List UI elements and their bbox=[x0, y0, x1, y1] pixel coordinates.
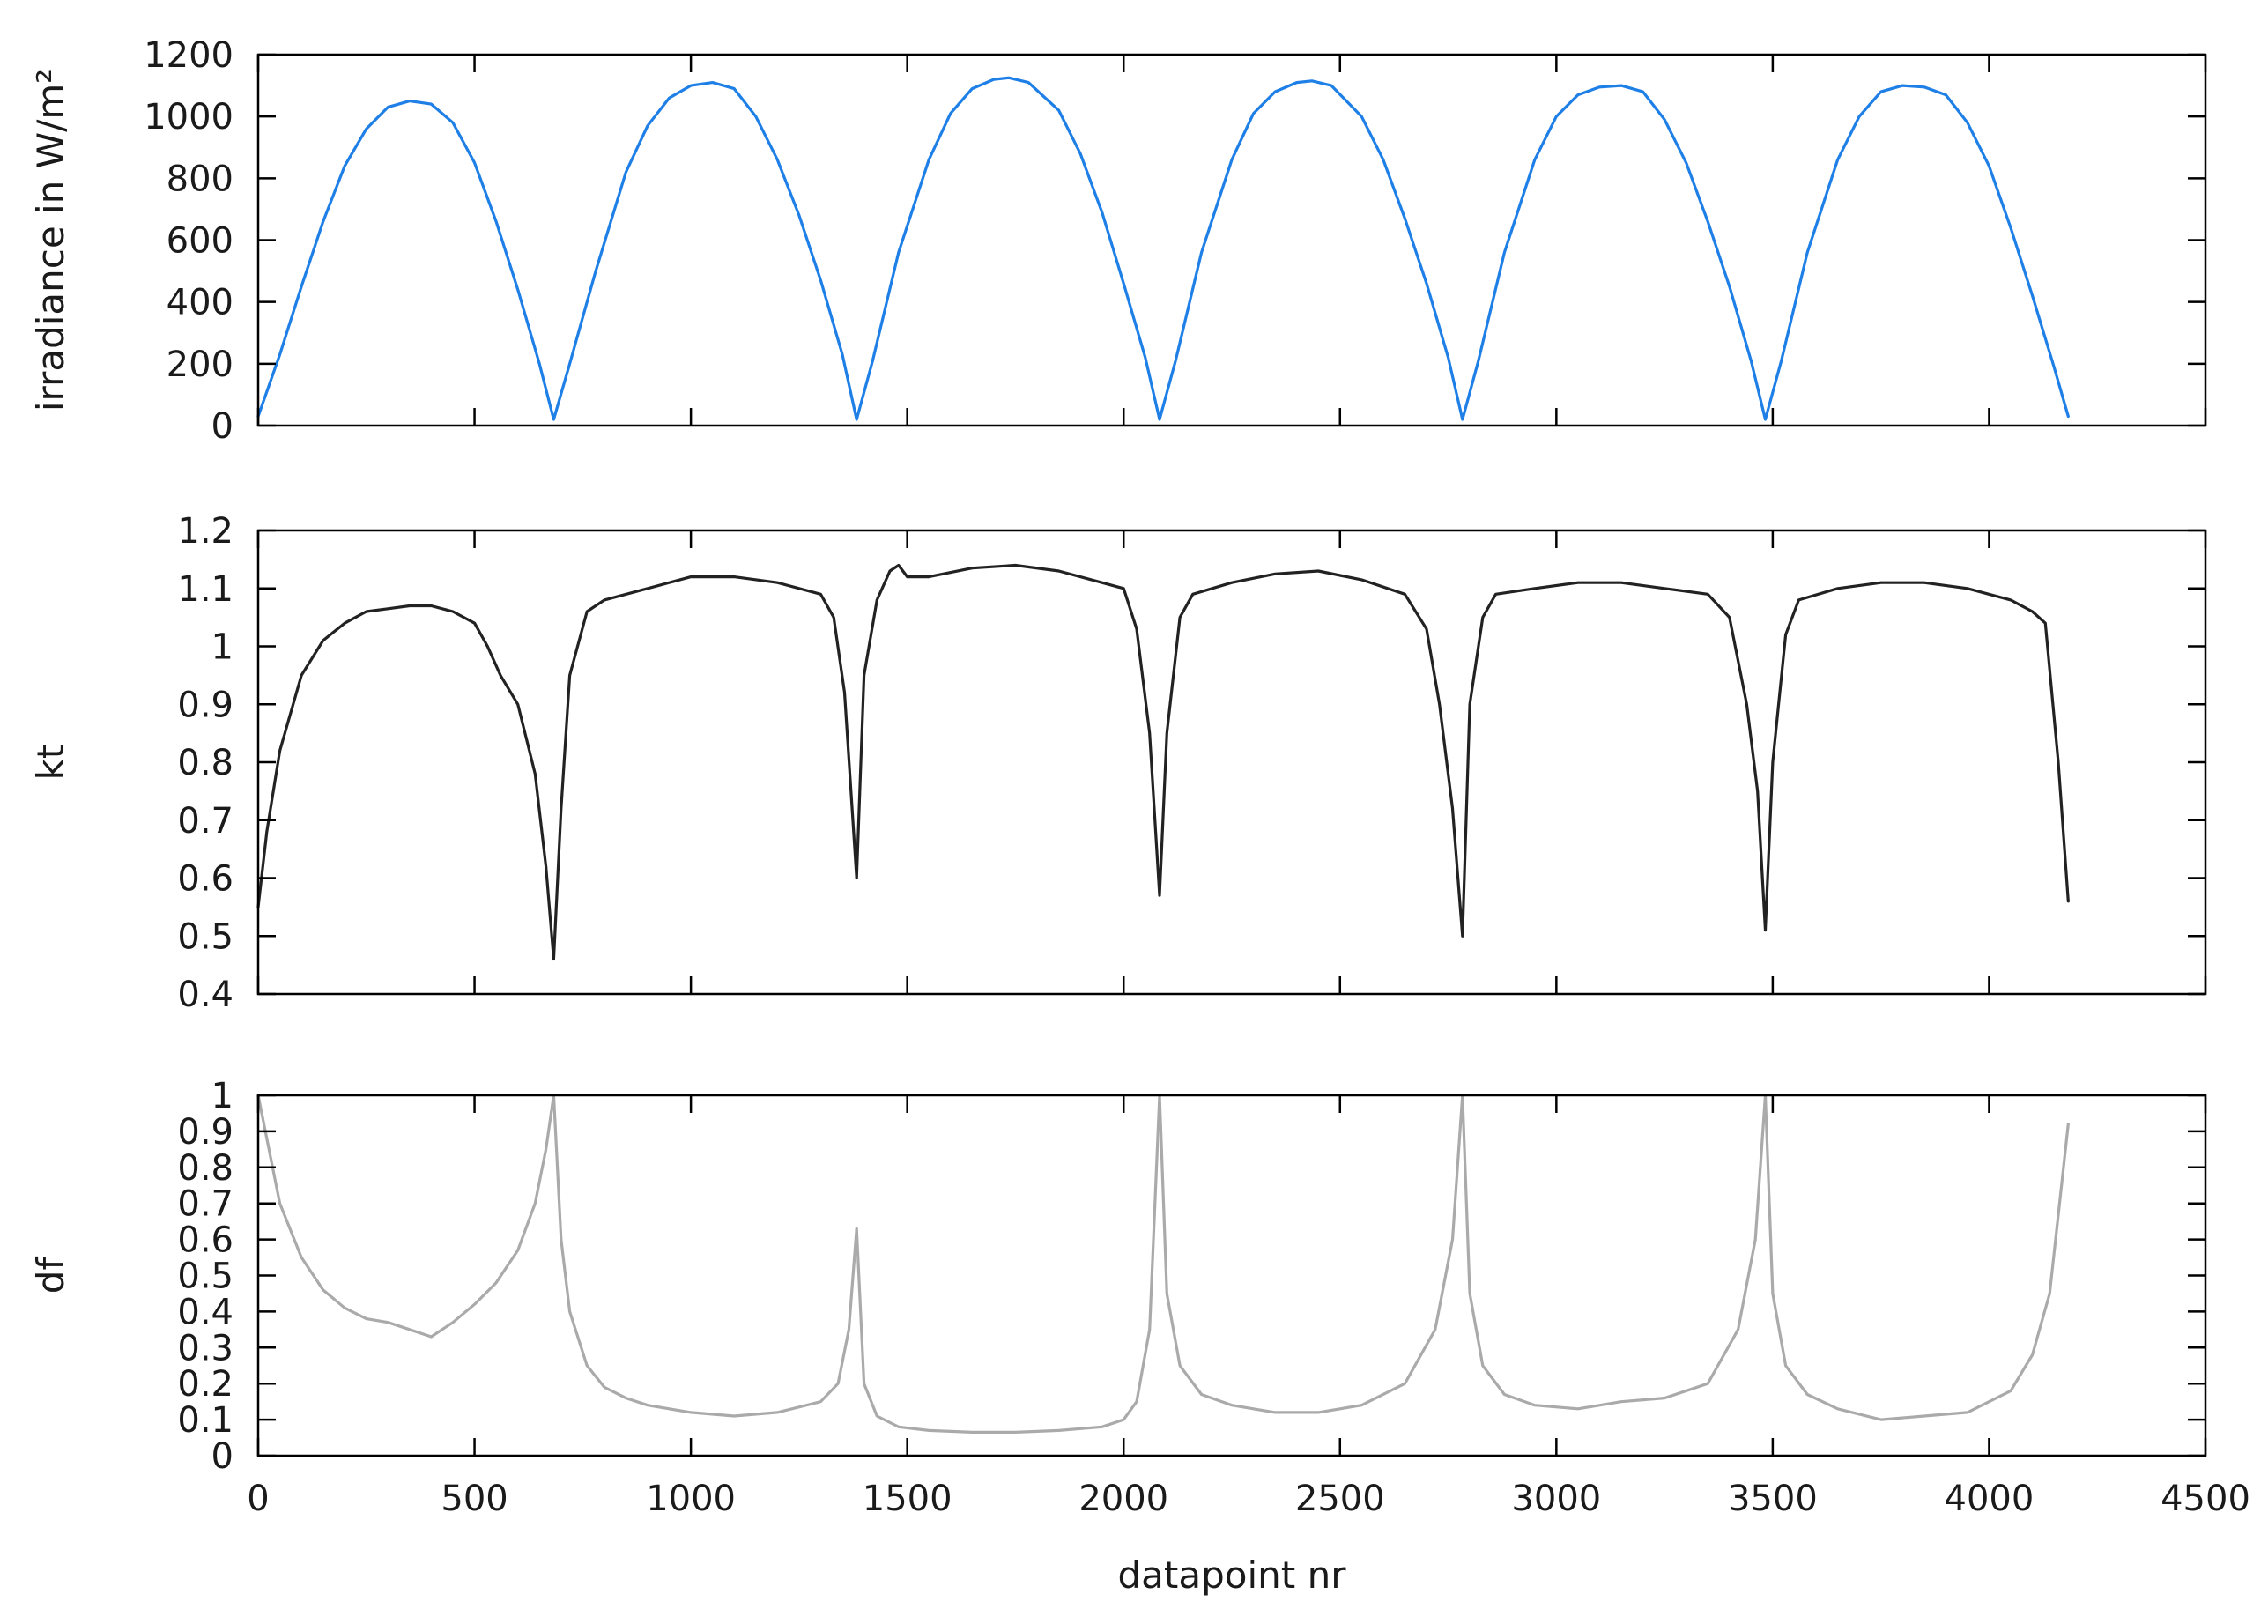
series-line bbox=[256, 563, 2070, 961]
y-tick-label: 1000 bbox=[144, 97, 233, 137]
x-axis-label: datapoint nr bbox=[1118, 1554, 1347, 1597]
y-tick-label: 0.4 bbox=[177, 1292, 233, 1332]
y-tick-label: 0.7 bbox=[177, 801, 233, 842]
y-tick-label: 0.2 bbox=[177, 1364, 233, 1405]
irradiance-panel: 0 200 400 600 800 1000 1200 irradiance in W/m² bbox=[29, 35, 2207, 447]
y-tick-label: 200 bbox=[167, 345, 233, 385]
x-tick-label: 4000 bbox=[1945, 1479, 2035, 1519]
y-tick-label: 0.9 bbox=[177, 685, 233, 725]
x-tick-label: 3000 bbox=[1511, 1479, 1601, 1519]
x-tick-label: 500 bbox=[441, 1479, 508, 1519]
x-tick-label: 4500 bbox=[2161, 1479, 2250, 1519]
y-axis-label: df bbox=[29, 1257, 72, 1294]
y-tick-label: 0.5 bbox=[177, 916, 233, 957]
y-tick-label: 0 bbox=[211, 1436, 233, 1477]
y-tick-label: 0.4 bbox=[177, 975, 233, 1015]
x-tick-label: 2000 bbox=[1078, 1479, 1168, 1519]
y-tick-label: 0.6 bbox=[177, 1220, 233, 1261]
y-tick-label: 600 bbox=[167, 221, 233, 262]
series-line bbox=[256, 76, 2070, 421]
kt-panel: 0.4 0.5 0.6 0.7 0.8 0.9 1 1.1 1.2 kt bbox=[29, 511, 2207, 1015]
x-tick-label: 3500 bbox=[1728, 1479, 1818, 1519]
y-tick-label: 0.9 bbox=[177, 1112, 233, 1153]
y-tick-label: 0.5 bbox=[177, 1257, 233, 1297]
y-tick-label: 800 bbox=[167, 159, 233, 199]
y-axis-label: kt bbox=[29, 745, 72, 781]
x-tick-label: 1000 bbox=[646, 1479, 736, 1519]
y-tick-label: 1 bbox=[211, 1076, 233, 1116]
df-panel: 00.10.20.30.40.50.60.70.80.910 500 1000 150… bbox=[29, 1076, 2250, 1597]
x-tick-label: 0 bbox=[247, 1479, 269, 1519]
y-tick-label: 0.8 bbox=[177, 743, 233, 783]
y-tick-label: 1200 bbox=[144, 35, 233, 76]
y-tick-label: 0.1 bbox=[177, 1400, 233, 1441]
y-tick-label: 0.8 bbox=[177, 1148, 233, 1189]
x-tick-label: 1500 bbox=[863, 1479, 952, 1519]
y-tick-label: 0.6 bbox=[177, 859, 233, 900]
y-tick-label: 1 bbox=[211, 627, 233, 668]
y-tick-label: 0 bbox=[211, 406, 233, 447]
y-tick-label: 0.3 bbox=[177, 1328, 233, 1368]
y-axis-label: irradiance in W/m² bbox=[29, 69, 72, 412]
y-tick-label: 400 bbox=[167, 283, 233, 323]
series-line bbox=[256, 1094, 2070, 1435]
x-tick-label: 2500 bbox=[1295, 1479, 1385, 1519]
plot-frame bbox=[256, 1094, 2207, 1457]
y-tick-label: 0.7 bbox=[177, 1184, 233, 1225]
plot-frame bbox=[256, 53, 2207, 427]
y-tick-label: 1.1 bbox=[177, 569, 233, 610]
y-tick-label: 1.2 bbox=[177, 511, 233, 552]
